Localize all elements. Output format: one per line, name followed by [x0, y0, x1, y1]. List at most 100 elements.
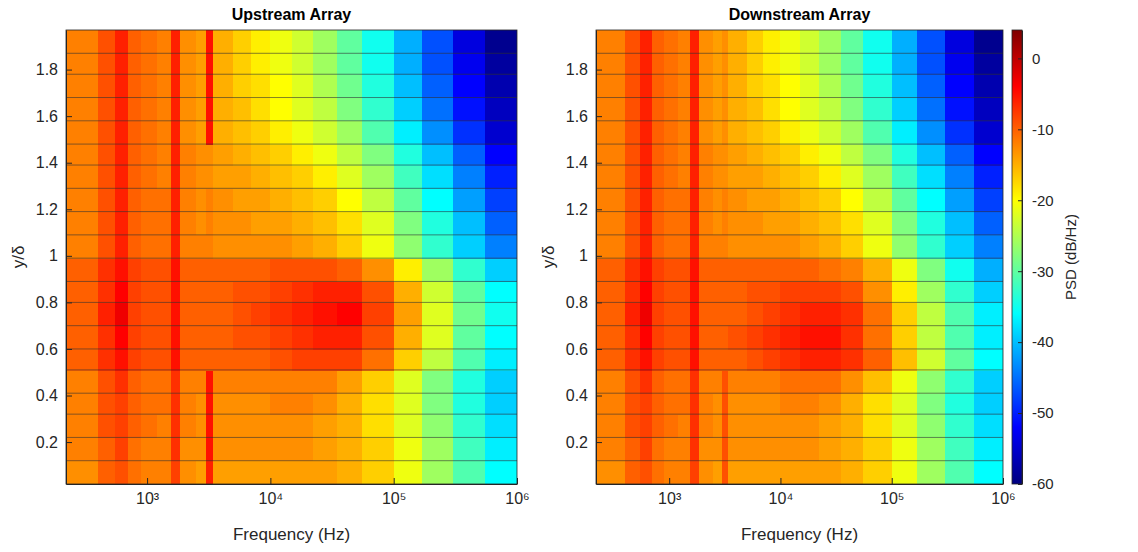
cell	[98, 53, 116, 75]
cell	[652, 144, 665, 166]
cell	[251, 437, 271, 461]
colorbar-title: PSD (dB/Hz)	[1062, 214, 1079, 300]
cell	[841, 349, 863, 371]
cell	[270, 30, 292, 54]
cell	[974, 370, 1003, 394]
cell	[485, 121, 517, 145]
cell	[945, 144, 975, 166]
cell	[892, 461, 918, 484]
tick: 0.2	[36, 434, 72, 451]
cell	[863, 74, 892, 98]
cell	[892, 212, 918, 236]
cell	[337, 326, 362, 350]
cell	[128, 74, 142, 98]
tick-mark	[270, 478, 271, 484]
cell	[713, 98, 722, 122]
cell	[652, 393, 665, 415]
cell	[625, 212, 641, 236]
cell	[292, 258, 313, 282]
cell	[213, 461, 234, 484]
cell	[596, 302, 625, 326]
cell	[141, 437, 157, 461]
cell	[699, 144, 714, 166]
cell	[892, 370, 918, 394]
cell	[713, 393, 722, 415]
cell	[892, 258, 918, 282]
cell	[625, 121, 641, 145]
cell	[763, 53, 781, 75]
tick: 1.4	[36, 154, 72, 171]
cell	[678, 258, 691, 282]
cell	[171, 370, 181, 394]
row-edge	[596, 97, 1003, 98]
cell	[251, 326, 271, 350]
cell	[728, 53, 747, 75]
cell	[690, 235, 699, 259]
cell	[763, 258, 781, 282]
row-edge	[596, 74, 1003, 75]
cell	[362, 461, 395, 484]
cell	[233, 414, 252, 438]
tick-mark	[66, 209, 72, 210]
cell	[863, 326, 892, 350]
cell	[625, 461, 641, 484]
cell	[141, 414, 157, 438]
tick: 0.2	[566, 434, 602, 451]
cell	[157, 258, 171, 282]
cell	[974, 98, 1003, 122]
cell	[596, 461, 625, 484]
cell	[863, 349, 892, 371]
cell	[422, 165, 453, 189]
cell	[690, 370, 699, 394]
tick: -40	[1018, 333, 1054, 350]
cell	[66, 258, 99, 282]
cell	[128, 326, 142, 350]
cell	[596, 235, 625, 259]
cell	[394, 74, 423, 98]
cell	[180, 281, 197, 303]
cell	[422, 188, 453, 212]
cell	[780, 302, 800, 326]
cell	[115, 370, 129, 394]
cell	[747, 165, 764, 189]
cell	[780, 326, 800, 350]
cell	[98, 235, 116, 259]
cell	[747, 188, 764, 212]
cell	[292, 74, 313, 98]
cell	[780, 349, 800, 371]
cell	[206, 121, 213, 145]
cell	[251, 235, 271, 259]
row-edge	[596, 234, 1003, 235]
cell	[453, 349, 486, 371]
cell	[763, 281, 781, 303]
cell	[251, 258, 271, 282]
cell	[251, 414, 271, 438]
cell	[596, 326, 625, 350]
row-edge	[66, 144, 517, 145]
cell	[270, 370, 292, 394]
cell	[678, 393, 691, 415]
cell	[251, 53, 271, 75]
cell	[713, 144, 722, 166]
cell	[157, 414, 171, 438]
cell	[892, 302, 918, 326]
cell	[180, 437, 197, 461]
row-edge	[66, 281, 517, 282]
cell	[678, 98, 691, 122]
cell	[233, 302, 252, 326]
cell	[863, 461, 892, 484]
cell	[313, 74, 338, 98]
tick: 10⁵	[382, 478, 406, 507]
cell	[763, 393, 781, 415]
tick-label: -50	[1032, 404, 1054, 421]
cell	[690, 121, 699, 145]
cell	[233, 349, 252, 371]
cell	[180, 302, 197, 326]
panel: 10³10⁴10⁵10⁶0.20.40.60.811.21.41.61.8Ups…	[9, 6, 530, 544]
cell	[664, 74, 679, 98]
row-edge	[596, 188, 1003, 189]
cell	[841, 74, 863, 98]
cell	[596, 258, 625, 282]
cell	[66, 165, 99, 189]
cell	[917, 98, 945, 122]
